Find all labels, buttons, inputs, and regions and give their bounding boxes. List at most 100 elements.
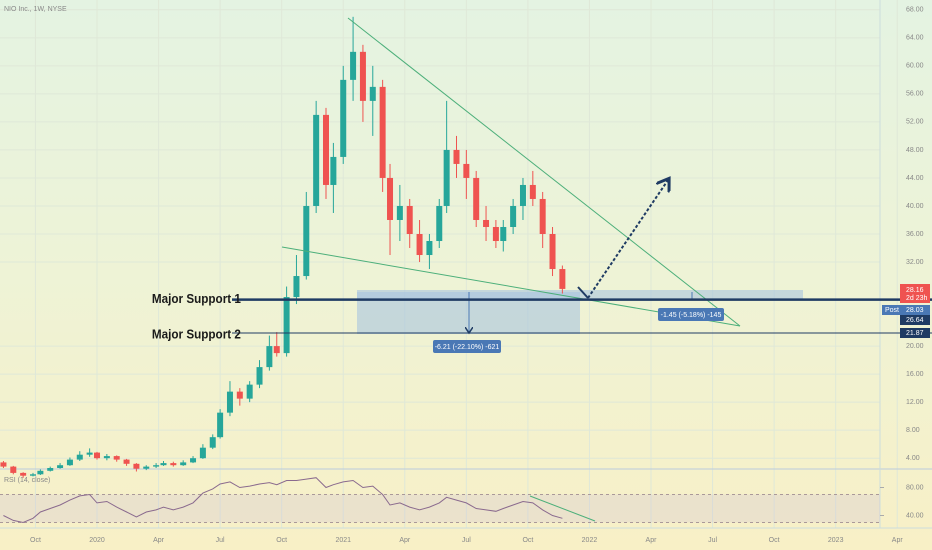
- x-tick-label: Oct: [522, 537, 533, 544]
- x-tick-label: 2021: [335, 537, 351, 544]
- candle-body: [436, 205, 443, 242]
- candle-body: [226, 391, 233, 413]
- candle-body: [236, 391, 243, 399]
- candle-body: [47, 468, 54, 471]
- measure-label: -6.21 (-22.10%) -621: [435, 344, 500, 351]
- support-price: 26.64: [906, 317, 924, 324]
- support-price: 21.87: [906, 330, 924, 337]
- projection-arrow: [587, 180, 668, 299]
- candle-body: [29, 474, 36, 476]
- last-price: 28.16: [906, 287, 924, 294]
- rsi-line: [3, 477, 563, 524]
- candle-body: [57, 465, 64, 468]
- countdown: 2d 23h: [906, 295, 928, 302]
- candle-body: [559, 269, 566, 289]
- candle-body: [86, 452, 93, 455]
- candle-body: [20, 472, 27, 476]
- y-tick-label: 56.00: [906, 91, 924, 98]
- y-tick-label: 36.00: [906, 231, 924, 238]
- candle-body: [416, 234, 423, 256]
- y-tick-label: 60.00: [906, 63, 924, 70]
- candle-body: [66, 459, 73, 466]
- candle-body: [330, 156, 337, 185]
- rsi-tick-label: 80.00: [906, 484, 924, 491]
- grid: [0, 0, 898, 528]
- post-price: 28.03: [906, 307, 924, 314]
- candle-body: [133, 463, 140, 469]
- measure-box: [357, 290, 803, 300]
- x-tick-label: Jul: [462, 537, 471, 544]
- x-tick-label: Jul: [216, 537, 225, 544]
- y-tick-label: 12.00: [906, 399, 924, 406]
- candle-body: [0, 462, 7, 467]
- candle-body: [369, 86, 376, 101]
- candle-body: [453, 149, 460, 164]
- axes: 4.00 8.00 12.00 16.00 20.00 32.00 36.00 40.00 44…: [30, 7, 930, 544]
- x-tick-label: Oct: [276, 537, 287, 544]
- candles: [0, 16, 566, 478]
- rsi-trendline: [529, 495, 596, 522]
- candle-body: [113, 456, 120, 460]
- candle-body: [199, 447, 206, 459]
- candle-body: [340, 79, 347, 157]
- x-tick-label: Oct: [769, 537, 780, 544]
- post-price-box: [900, 305, 930, 315]
- candle-body: [293, 276, 300, 298]
- y-tick-label: 8.00: [906, 427, 920, 434]
- measure-label-box: [433, 340, 501, 353]
- x-tick-label: 2022: [582, 537, 598, 544]
- candle-body: [10, 466, 17, 473]
- y-tick-label: 68.00: [906, 7, 924, 14]
- candle-body: [387, 177, 394, 220]
- rsi-title: RSI (14, close): [4, 477, 50, 484]
- support-label: Major Support 2: [152, 327, 241, 342]
- measure-label-box: [658, 308, 724, 321]
- y-tick-label: 20.00: [906, 343, 924, 350]
- candle-body: [322, 114, 329, 185]
- measure-label: -1.45 (-5.18%) -145: [661, 312, 722, 319]
- y-tick-label: 16.00: [906, 371, 924, 378]
- chart-title: NIO Inc., 1W, NYSE: [4, 6, 67, 13]
- post-label: Post: [885, 307, 899, 314]
- x-tick-label: Apr: [153, 537, 165, 544]
- candle-body: [283, 297, 290, 354]
- rsi-band: [0, 494, 880, 523]
- candle-body: [313, 114, 320, 206]
- candle-body: [76, 454, 83, 460]
- candle-body: [473, 177, 480, 220]
- candle-body: [37, 470, 44, 475]
- support-price-box: [900, 328, 930, 338]
- candle-body: [350, 51, 357, 80]
- candle-body: [483, 219, 490, 227]
- candle-body: [539, 198, 546, 234]
- y-tick-label: 48.00: [906, 147, 924, 154]
- candle-body: [379, 86, 386, 178]
- candle-body: [170, 463, 177, 466]
- candle-body: [463, 163, 470, 178]
- x-tick-label: Oct: [30, 537, 41, 544]
- candle-body: [143, 466, 150, 469]
- candle-body: [180, 462, 187, 466]
- candle-body: [359, 51, 366, 101]
- candle-body: [190, 458, 197, 463]
- x-tick-label: 2020: [89, 537, 105, 544]
- candle-body: [519, 184, 526, 206]
- candle-body: [123, 459, 130, 464]
- y-tick-label: 4.00: [906, 455, 920, 462]
- candle-body: [256, 367, 263, 385]
- candle-body: [273, 346, 280, 354]
- candle-body: [160, 463, 167, 466]
- y-tick-label: 40.00: [906, 203, 924, 210]
- y-tick-label: 64.00: [906, 35, 924, 42]
- candle-body: [396, 205, 403, 220]
- candle-body: [209, 437, 216, 448]
- candle-body: [217, 412, 224, 438]
- candle-body: [492, 226, 499, 242]
- post-tag: [882, 305, 900, 315]
- x-tick-label: Apr: [646, 537, 658, 544]
- projection-arrow: [577, 286, 589, 299]
- candle-body: [549, 234, 556, 270]
- candle-body: [303, 205, 310, 277]
- support-label: Major Support 1: [152, 291, 241, 306]
